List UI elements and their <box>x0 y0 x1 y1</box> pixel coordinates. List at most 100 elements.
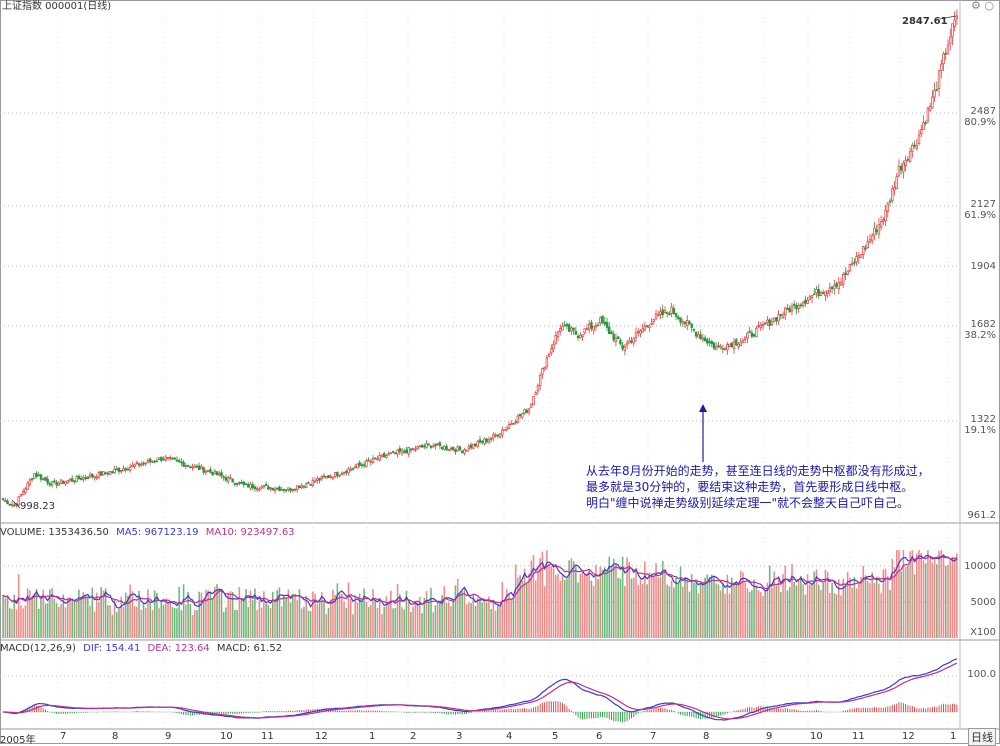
macd-bar <box>745 708 746 712</box>
volume-bar <box>493 601 495 638</box>
candle-body <box>486 439 488 442</box>
macd-bar <box>546 702 547 712</box>
candle-body <box>608 327 610 334</box>
candle-body <box>677 317 679 319</box>
volume-bar <box>132 591 134 638</box>
macd-bar <box>948 704 949 712</box>
x-label-11: 5 <box>552 731 558 742</box>
circle-icon[interactable]: ○ <box>984 0 994 12</box>
period-button[interactable]: 日线 <box>968 728 996 746</box>
volume-bar <box>259 600 261 638</box>
volume-bar <box>158 608 160 638</box>
candle-body <box>907 159 909 160</box>
candle-body <box>490 438 492 439</box>
candle-body <box>301 485 303 487</box>
candle-body <box>956 16 958 18</box>
macd-bar <box>867 708 868 712</box>
macd-bar <box>658 708 659 712</box>
macd-bar <box>308 709 309 712</box>
candle-body <box>651 323 653 324</box>
volume-bar <box>579 574 581 638</box>
volume-bar <box>642 584 644 638</box>
macd-bar <box>246 712 247 713</box>
macd-bar <box>339 711 340 712</box>
volume-bar <box>421 613 423 638</box>
macd-bar <box>370 711 371 712</box>
candle-body <box>290 489 292 491</box>
candle-body <box>693 329 695 330</box>
volume-bar <box>956 554 958 638</box>
volume-bar <box>187 592 189 638</box>
candle-body <box>296 486 298 490</box>
macd-bar <box>589 712 590 718</box>
volume-bar <box>820 590 822 638</box>
candle-body <box>885 210 887 220</box>
volume-bar <box>339 594 341 638</box>
candle-body <box>735 340 737 345</box>
candle-body <box>568 325 570 332</box>
volume-bar <box>760 592 762 638</box>
candle-body <box>809 297 811 299</box>
candle-body <box>700 335 702 339</box>
volume-bar <box>631 579 633 638</box>
volume-bar <box>889 590 891 638</box>
volume-bar <box>140 610 142 638</box>
macd-bar <box>393 711 394 712</box>
corner-icons[interactable]: ⚙ ○ <box>971 0 994 12</box>
candle-body <box>98 472 100 477</box>
volume-bar <box>695 583 697 638</box>
macd-bar <box>680 712 681 715</box>
macd-bar <box>905 704 906 712</box>
volume-bar <box>865 575 867 638</box>
candle-body <box>279 487 281 491</box>
x-label-6: 12 <box>315 731 328 742</box>
candle-body <box>856 256 858 261</box>
volume-bar <box>597 579 599 638</box>
candle-body <box>149 459 151 462</box>
macd-bar <box>854 709 855 712</box>
candle-body <box>381 455 383 457</box>
volume-bar <box>354 595 356 638</box>
volume-bar <box>129 585 131 638</box>
candle-body <box>183 462 185 466</box>
macd-bar <box>422 712 423 713</box>
candle-body <box>310 484 312 485</box>
candle-body <box>250 484 252 488</box>
macd-bar <box>934 707 935 712</box>
volume-bar <box>301 608 303 638</box>
macd-bar <box>406 712 407 713</box>
volume-bar <box>613 559 615 638</box>
macd-bar <box>254 712 255 713</box>
macd-bar <box>45 710 46 712</box>
volume-bar <box>606 572 608 638</box>
macd-bar <box>41 707 42 712</box>
candle-body <box>87 477 89 479</box>
macd-bar <box>176 712 177 713</box>
candle-body <box>7 501 9 504</box>
settings-icon[interactable]: ⚙ <box>971 0 981 12</box>
volume-bar <box>212 598 214 638</box>
volume-bar <box>880 593 882 638</box>
candle-body <box>675 313 677 316</box>
candle-body <box>114 469 116 472</box>
candle-body <box>158 458 160 460</box>
candle-body <box>664 310 666 312</box>
candle-body <box>129 467 131 470</box>
macd-bar <box>78 712 79 713</box>
candle-body <box>80 478 82 479</box>
volume-bar <box>89 606 91 638</box>
macd-bar <box>275 711 276 712</box>
macd-bar <box>687 712 688 716</box>
volume-bar <box>657 578 659 638</box>
candle-body <box>742 340 744 342</box>
candle-body <box>316 479 318 481</box>
volume-bar <box>836 594 838 638</box>
candle-body <box>822 293 824 294</box>
volume-bar <box>47 603 49 638</box>
macd-bar <box>268 711 269 712</box>
volume-bar <box>305 596 307 638</box>
candle-body <box>421 445 423 447</box>
candle-body <box>635 333 637 338</box>
volume-bar <box>686 578 688 638</box>
candle-body <box>247 484 249 487</box>
